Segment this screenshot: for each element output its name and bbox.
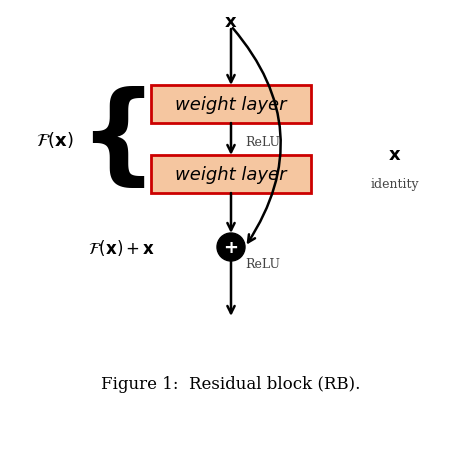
FancyArrowPatch shape [233, 29, 281, 243]
Text: weight layer: weight layer [175, 166, 287, 184]
Text: $\mathbf{+}$: $\mathbf{+}$ [224, 238, 238, 257]
Text: weight layer: weight layer [175, 96, 287, 114]
Text: $\mathbf{x}$: $\mathbf{x}$ [389, 146, 401, 164]
Text: {: { [79, 86, 158, 193]
Text: ReLU: ReLU [245, 136, 280, 149]
Circle shape [217, 233, 245, 262]
Text: ReLU: ReLU [245, 258, 280, 271]
Text: $\mathcal{F}(\mathbf{x})$: $\mathcal{F}(\mathbf{x})$ [36, 130, 74, 150]
FancyBboxPatch shape [151, 86, 311, 124]
Text: $\mathcal{F}(\mathbf{x})+\mathbf{x}$: $\mathcal{F}(\mathbf{x})+\mathbf{x}$ [88, 238, 155, 258]
FancyBboxPatch shape [151, 156, 311, 193]
Text: Figure 1:  Residual block (RB).: Figure 1: Residual block (RB). [101, 376, 361, 393]
Text: identity: identity [371, 178, 419, 191]
Text: $\mathbf{x}$: $\mathbf{x}$ [225, 13, 237, 31]
